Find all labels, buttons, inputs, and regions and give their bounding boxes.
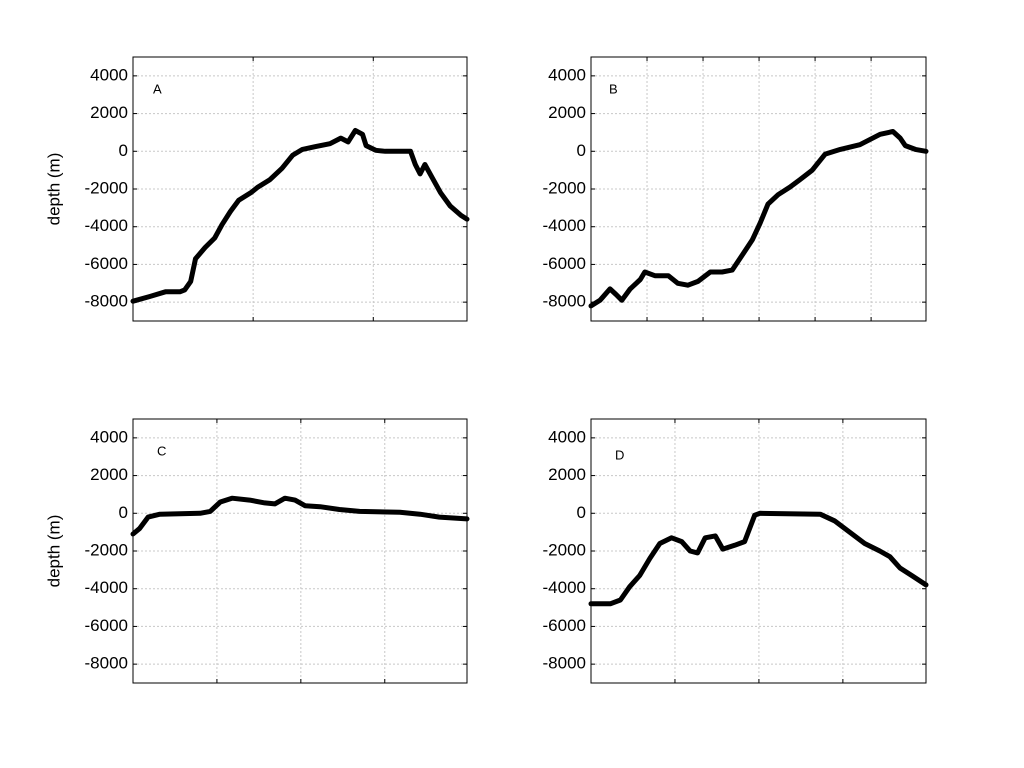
y-tick-label: 0 [119,141,128,160]
y-tick-label: -2000 [85,178,128,197]
y-tick-label: 0 [119,503,128,522]
y-tick-label: -8000 [85,654,128,673]
y-tick-label: -6000 [543,254,586,273]
axes-frame [132,56,468,322]
y-tick-label: -8000 [543,654,586,673]
y-tick-label: -8000 [543,292,586,311]
panel-label: D [615,447,624,462]
y-tick-label: 2000 [90,103,128,122]
axes-frame [590,418,927,684]
plot-area [133,419,467,683]
y-axis-label: depth (m) [44,515,63,588]
plot-area [133,57,467,321]
y-tick-label: 4000 [90,427,128,446]
panel-label: C [157,443,166,458]
y-tick-label: -4000 [543,216,586,235]
y-tick-label: -4000 [85,216,128,235]
y-tick-label: -6000 [85,254,128,273]
y-tick-label: -6000 [543,616,586,635]
y-tick-label: 4000 [548,427,586,446]
y-axis-label: depth (m) [44,153,63,226]
depth-line [588,510,929,607]
y-tick-label: 4000 [548,65,586,84]
y-tick-label: 0 [577,503,586,522]
panel-label: A [153,81,162,96]
y-tick-label: 4000 [90,65,128,84]
y-tick-label: -4000 [85,578,128,597]
y-tick-label: -8000 [85,292,128,311]
depth-line [130,128,470,304]
y-tick-label: 2000 [548,465,586,484]
y-tick-label: -6000 [85,616,128,635]
panel-label: B [609,81,618,96]
y-tick-label: -2000 [85,540,128,559]
y-tick-label: 0 [577,141,586,160]
y-tick-label: 2000 [548,103,586,122]
axes-frame [132,418,468,684]
depth-line [130,495,470,537]
y-tick-label: -2000 [543,178,586,197]
axes-frame [590,56,927,322]
y-tick-label: -4000 [543,578,586,597]
y-tick-label: 2000 [90,465,128,484]
depth-line [588,129,929,309]
y-tick-label: -2000 [543,540,586,559]
